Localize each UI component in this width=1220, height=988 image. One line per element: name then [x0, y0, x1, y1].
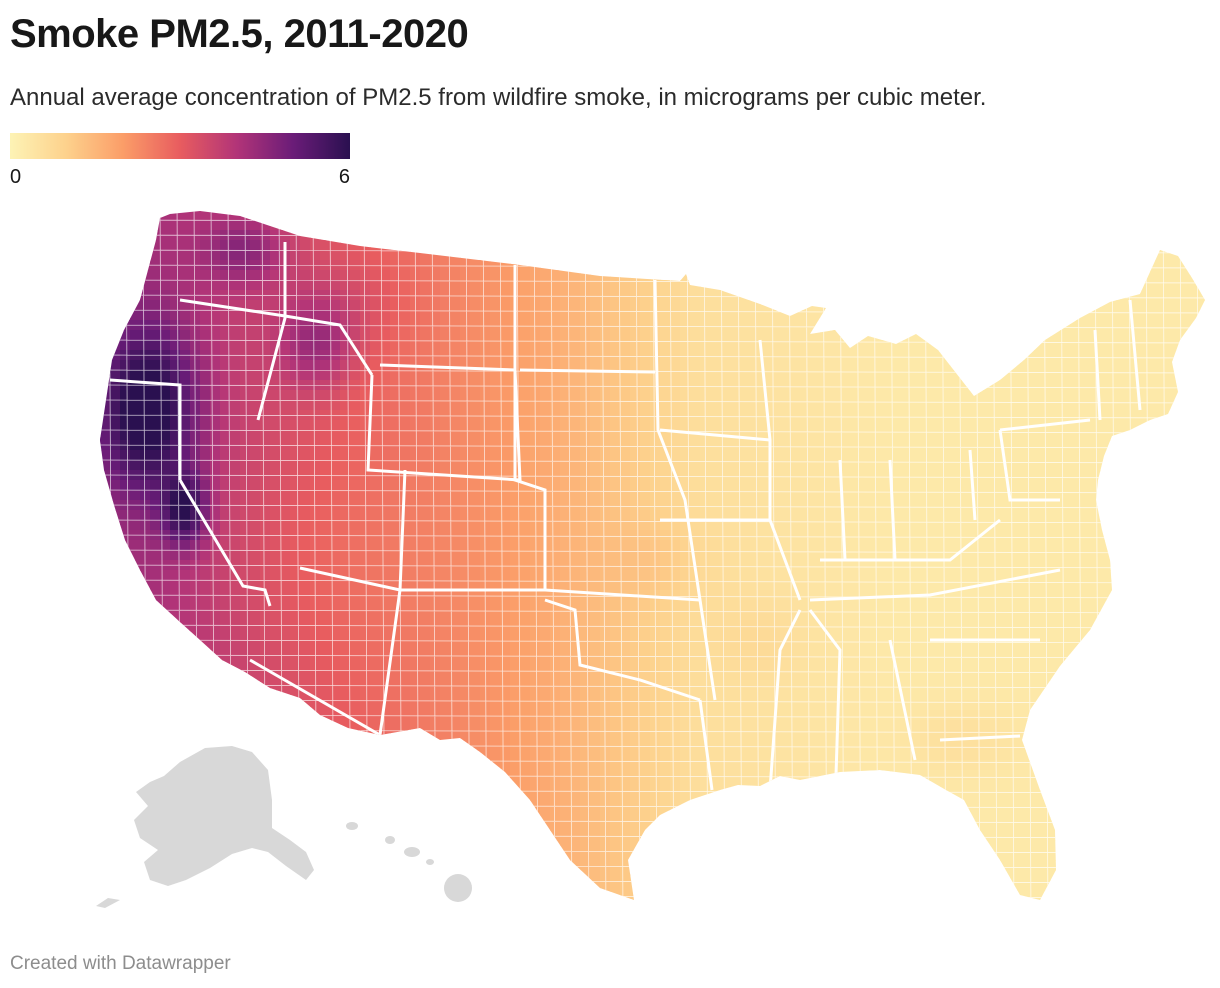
alaska-shape — [96, 746, 314, 908]
chart-title: Smoke PM2.5, 2011-2020 — [10, 12, 469, 56]
color-legend: 0 6 — [10, 133, 350, 193]
credit-text: Created with Datawrapper — [10, 953, 231, 974]
chart-subtitle: Annual average concentration of PM2.5 fr… — [10, 84, 987, 111]
legend-min-label: 0 — [10, 166, 22, 188]
legend-gradient-bar — [10, 133, 350, 159]
us-county-map — [96, 211, 1205, 908]
legend-max-label: 6 — [338, 166, 350, 188]
hawaii-shape — [346, 822, 472, 902]
